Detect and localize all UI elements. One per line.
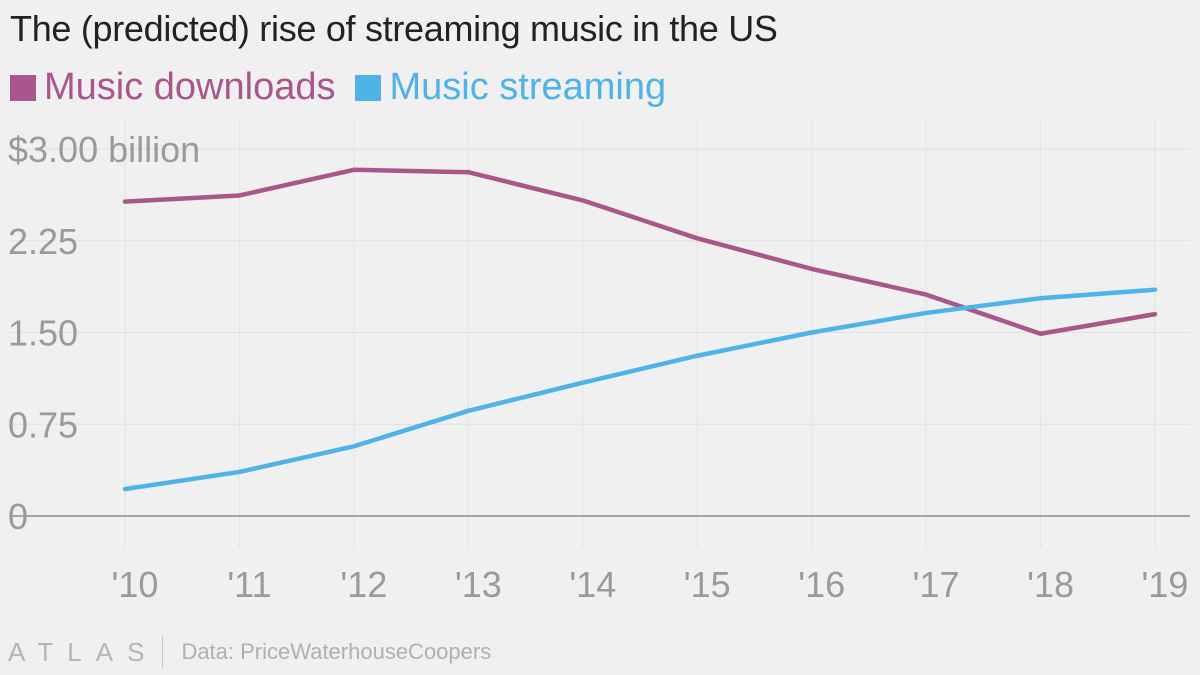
x-tick-label: '14 — [569, 564, 616, 605]
footer: ATLAS Data: PriceWaterhouseCoopers — [8, 636, 491, 668]
y-tick-label: 1.50 — [8, 313, 78, 354]
x-tick-label: '16 — [798, 564, 845, 605]
x-tick-label: '17 — [913, 564, 960, 605]
legend: Music downloads Music streaming — [10, 66, 686, 109]
x-tick-label: '13 — [455, 564, 502, 605]
legend-label-downloads: Music downloads — [44, 66, 336, 108]
series-line-streaming — [122, 287, 1158, 492]
source-note: Data: PriceWaterhouseCoopers — [181, 639, 492, 664]
y-tick-label: $3.00 billion — [8, 129, 200, 170]
atlas-logo: ATLAS — [8, 636, 159, 667]
legend-item-streaming: Music streaming — [355, 66, 666, 109]
x-tick-label: '10 — [112, 564, 159, 605]
series-line-downloads — [122, 167, 1158, 336]
legend-swatch-streaming — [355, 74, 382, 101]
y-tick-label: 0.75 — [8, 404, 78, 445]
x-tick-label: '15 — [684, 564, 731, 605]
x-tick-label: '19 — [1142, 564, 1189, 605]
y-tick-label: 0 — [8, 496, 28, 537]
legend-item-downloads: Music downloads — [10, 66, 335, 109]
y-tick-label: 2.25 — [8, 221, 78, 262]
footer-divider — [162, 636, 164, 668]
legend-swatch-downloads — [10, 74, 36, 101]
x-tick-label: '18 — [1027, 564, 1074, 605]
x-tick-label: '11 — [227, 564, 271, 605]
legend-label-streaming: Music streaming — [389, 66, 667, 108]
x-tick-label: '12 — [340, 564, 387, 605]
chart-title: The (predicted) rise of streaming music … — [10, 8, 778, 49]
